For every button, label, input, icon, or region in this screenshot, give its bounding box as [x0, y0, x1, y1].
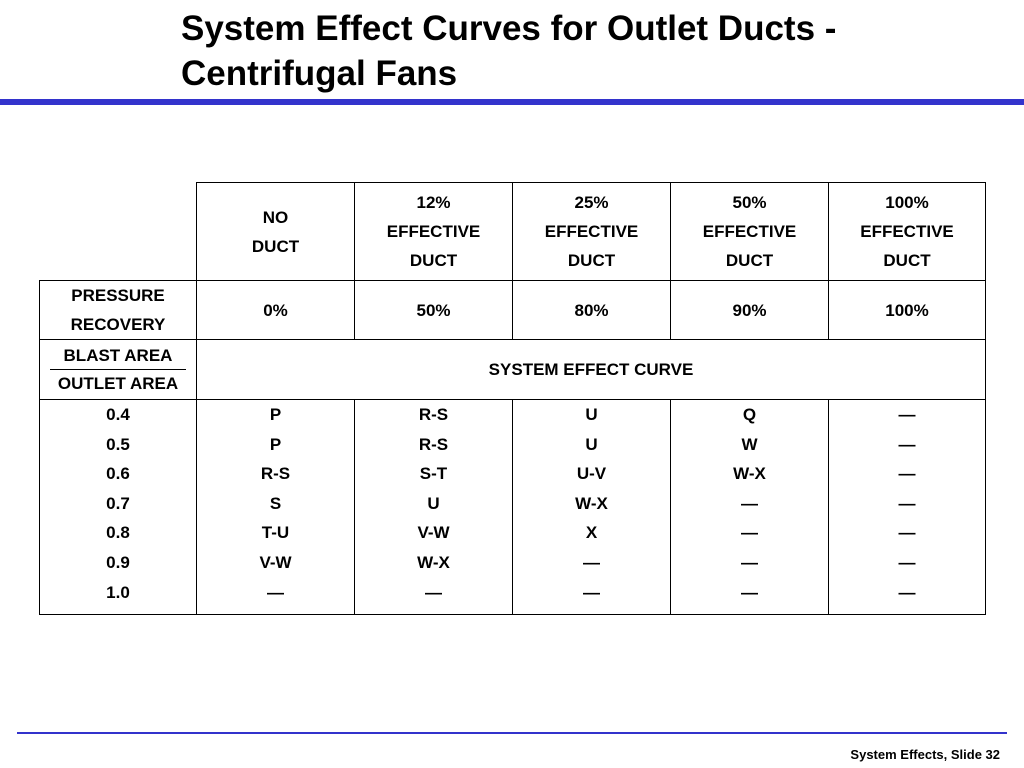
curve-value: R-S [418, 405, 449, 424]
curve-value: — [898, 552, 916, 572]
pressure-recovery-label-line: PRESSURE [71, 286, 165, 305]
pressure-recovery-value-text: 0% [263, 300, 288, 320]
column-header-line: EFFECTIVE [860, 222, 954, 241]
curve-column: P P R-S S T-U V-W — [196, 399, 355, 615]
curve-value: V-W [417, 523, 450, 543]
title-divider [0, 99, 1024, 105]
curve-value: T-U [261, 523, 290, 543]
pressure-recovery-value: 100% [828, 280, 986, 340]
slide-title-line-1: System Effect Curves for Outlet Ducts - [181, 9, 837, 48]
pressure-recovery-label-line: RECOVERY [70, 315, 166, 334]
curve-value: W [741, 434, 758, 454]
pressure-recovery-value: 80% [512, 280, 671, 340]
pressure-recovery-value: 0% [196, 280, 355, 340]
curve-value: P [269, 405, 282, 424]
ratio-value: 0.4 [106, 405, 130, 424]
pressure-recovery-value-text: 100% [885, 300, 929, 320]
pressure-recovery-value-text: 80% [574, 300, 609, 320]
curve-value: — [741, 523, 758, 543]
column-header: 25% EFFECTIVE DUCT [512, 182, 671, 281]
column-header-line: 12% [416, 193, 451, 212]
curve-value: P [269, 434, 282, 454]
curve-value: — [898, 582, 916, 602]
column-header: 50% EFFECTIVE DUCT [670, 182, 829, 281]
area-ratio-denominator: OUTLET AREA [57, 374, 179, 393]
curve-value: — [898, 405, 916, 424]
system-effect-curve-label: SYSTEM EFFECT CURVE [196, 339, 986, 400]
column-header-line: EFFECTIVE [702, 222, 797, 241]
curve-value: Q [742, 405, 757, 424]
column-header-line: EFFECTIVE [544, 222, 639, 241]
system-effect-curve-text: SYSTEM EFFECT CURVE [488, 360, 694, 379]
slide-title-line-2: Centrifugal Fans [181, 54, 458, 93]
footer-divider [17, 732, 1007, 734]
area-ratio-label: BLAST AREA OUTLET AREA [39, 339, 197, 400]
column-header-line: DUCT [725, 251, 774, 270]
area-ratio-numerator: BLAST AREA [63, 346, 173, 365]
curve-value: — [267, 582, 284, 602]
curve-value: — [583, 552, 600, 572]
ratio-column: 0.4 0.5 0.6 0.7 0.8 0.9 1.0 [39, 399, 197, 615]
ratio-value: 0.7 [106, 493, 130, 513]
column-header-line: DUCT [567, 251, 616, 270]
curve-value: — [898, 464, 916, 484]
curve-value: U [427, 493, 440, 513]
curve-value: — [583, 582, 600, 602]
curve-column: Q W W-X — — — — [670, 399, 829, 615]
curve-value: — [741, 552, 758, 572]
column-header-line: DUCT [251, 236, 300, 256]
curve-value: W-X [417, 552, 450, 572]
curve-value: W-X [733, 464, 766, 484]
curve-value: R-S [418, 434, 449, 454]
column-header-line: 25% [574, 193, 609, 212]
curve-column: — — — — — — — [828, 399, 986, 615]
column-header-line: NO [262, 207, 289, 227]
curve-value: S-T [419, 464, 448, 484]
curve-value: — [898, 523, 916, 543]
curve-value: U-V [576, 464, 607, 484]
column-header-line: EFFECTIVE [386, 222, 481, 241]
curve-column: U U U-V W-X X — — [512, 399, 671, 615]
curve-value: X [585, 523, 598, 543]
curve-value: — [741, 582, 758, 602]
column-header: 12% EFFECTIVE DUCT [354, 182, 513, 281]
curve-value: S [269, 493, 282, 513]
curve-value: U [585, 434, 598, 454]
curve-value: — [898, 493, 916, 513]
curve-value: W-X [575, 493, 608, 513]
pressure-recovery-value-text: 50% [416, 300, 451, 320]
slide-title: System Effect Curves for Outlet Ducts - … [181, 6, 1011, 96]
column-header-line: 100% [885, 193, 929, 212]
column-header: 100% EFFECTIVE DUCT [828, 182, 986, 281]
curve-value: R-S [260, 464, 291, 484]
column-header-line: DUCT [409, 251, 458, 270]
column-header: NO DUCT [196, 182, 355, 281]
pressure-recovery-value-text: 90% [732, 300, 767, 320]
column-header-line: DUCT [883, 251, 931, 270]
curve-column: R-S R-S S-T U V-W W-X — [354, 399, 513, 615]
ratio-value: 0.6 [106, 464, 130, 484]
pressure-recovery-value: 50% [354, 280, 513, 340]
curve-value: — [741, 493, 758, 513]
pressure-recovery-label: PRESSURE RECOVERY [39, 280, 197, 340]
curve-value: — [898, 434, 916, 454]
ratio-value: 0.8 [106, 523, 130, 543]
curve-value: V-W [259, 552, 292, 572]
slide-footer: System Effects, Slide 32 [850, 747, 1000, 762]
ratio-value: 1.0 [106, 582, 130, 602]
curve-value: — [425, 582, 442, 602]
fraction-bar [50, 369, 186, 370]
ratio-value: 0.5 [106, 434, 130, 454]
ratio-value: 0.9 [106, 552, 130, 572]
column-header-line: 50% [732, 193, 767, 212]
pressure-recovery-value: 90% [670, 280, 829, 340]
curve-value: U [585, 405, 598, 424]
